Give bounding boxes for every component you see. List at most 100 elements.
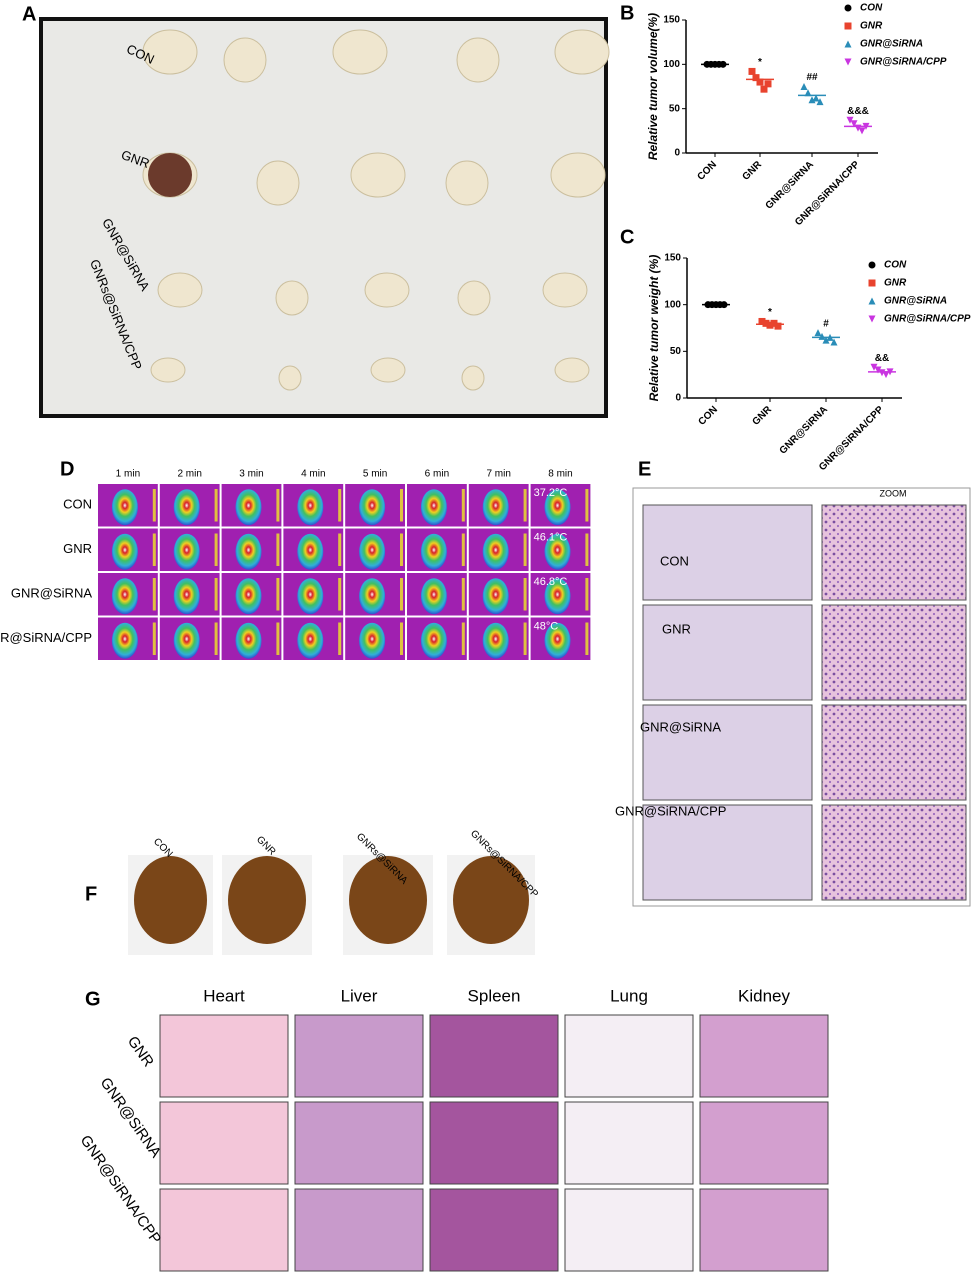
y-axis-label: Relative tumor volume(%) (646, 13, 660, 160)
legend-label: CON (884, 260, 907, 271)
histology-zoom (821, 704, 967, 801)
point (846, 116, 854, 124)
color-bar (400, 489, 403, 522)
column-label: 5 min (363, 469, 387, 480)
point (868, 297, 876, 305)
thermal-body (420, 622, 447, 659)
color-bar (152, 622, 156, 655)
tumor (278, 365, 302, 391)
tumor (364, 272, 410, 308)
color-bar (400, 622, 403, 655)
color-bar (152, 578, 156, 611)
column-label: 1 min (116, 469, 140, 480)
column-label: Kidney (738, 986, 790, 1005)
thermal-body (173, 622, 200, 659)
max-temperature: 48°C (534, 620, 559, 632)
thermal-body (420, 489, 447, 526)
tumor (550, 152, 606, 198)
thermal-body (297, 489, 324, 526)
histology (294, 1101, 424, 1185)
histology (642, 804, 813, 901)
point (752, 74, 760, 82)
color-bar (338, 578, 342, 611)
thermal-body (111, 578, 138, 615)
lung (228, 856, 306, 944)
panel-label: G (85, 988, 101, 1010)
point (748, 67, 756, 75)
significance: # (823, 318, 829, 329)
photo-frame (39, 17, 608, 418)
color-bar (523, 622, 527, 655)
x-tick-label: GNR@SiRNA (778, 404, 830, 456)
thermal-body (359, 533, 386, 570)
point (858, 127, 866, 135)
thermal-body (173, 533, 200, 570)
histology (564, 1101, 694, 1185)
row-label: GNR@SiRNA (11, 586, 92, 601)
thermal-body (482, 489, 509, 526)
thermal-body (111, 622, 138, 659)
thermal-body (111, 533, 138, 570)
thermal-body (544, 489, 571, 526)
thermal-body (235, 533, 262, 570)
point (844, 40, 852, 48)
y-tick-label: 150 (663, 15, 680, 26)
point (812, 94, 820, 102)
x-tick-label: CON (695, 159, 719, 183)
histology-zoom (821, 804, 967, 901)
thermal-body (297, 533, 324, 570)
max-temperature: 46.8°C (534, 576, 568, 588)
significance: * (758, 57, 762, 68)
color-bar (276, 578, 280, 611)
y-tick-label: 150 (664, 253, 681, 264)
point (774, 322, 782, 330)
histology (294, 1188, 424, 1272)
max-temperature: 46.1°C (534, 531, 568, 543)
column-label: 8 min (548, 469, 572, 480)
histology (699, 1188, 829, 1272)
y-tick-label: 0 (674, 148, 680, 159)
row-label: GNR (63, 541, 92, 556)
color-bar (400, 533, 403, 566)
x-tick-label: GNR (740, 159, 764, 183)
color-bar (585, 533, 589, 566)
point (844, 22, 852, 30)
y-tick-label: 100 (663, 59, 680, 70)
thermal-body (359, 622, 386, 659)
point (882, 371, 890, 379)
tumor (461, 365, 485, 391)
column-label: Liver (341, 986, 378, 1005)
tumor (256, 160, 300, 206)
column-label: Spleen (468, 986, 521, 1005)
color-bar (338, 622, 342, 655)
panel-label: D (60, 458, 74, 480)
tumor (542, 272, 588, 308)
color-bar (585, 489, 589, 522)
thermal-body (420, 578, 447, 615)
column-label: Lung (610, 986, 648, 1005)
tumor (332, 29, 388, 75)
legend-label: GNR@SiRNA/CPP (860, 57, 947, 68)
color-bar (523, 533, 527, 566)
y-tick-label: 50 (670, 346, 682, 357)
color-bar (276, 489, 280, 522)
significance: * (768, 307, 772, 318)
histology (642, 504, 813, 601)
color-bar (152, 489, 156, 522)
color-bar (338, 489, 342, 522)
tumor (350, 152, 406, 198)
column-label: GNR (254, 834, 278, 858)
color-bar (214, 489, 218, 522)
point (804, 89, 812, 97)
thermal-body (482, 578, 509, 615)
tumor (456, 37, 500, 83)
panel-frame (632, 487, 971, 907)
point (770, 319, 778, 327)
point (756, 78, 764, 86)
point (830, 338, 838, 346)
color-bar (461, 533, 465, 566)
legend-label: GNR@SiRNA (860, 39, 923, 50)
color-bar (585, 622, 589, 655)
legend-label: GNR (860, 21, 883, 32)
